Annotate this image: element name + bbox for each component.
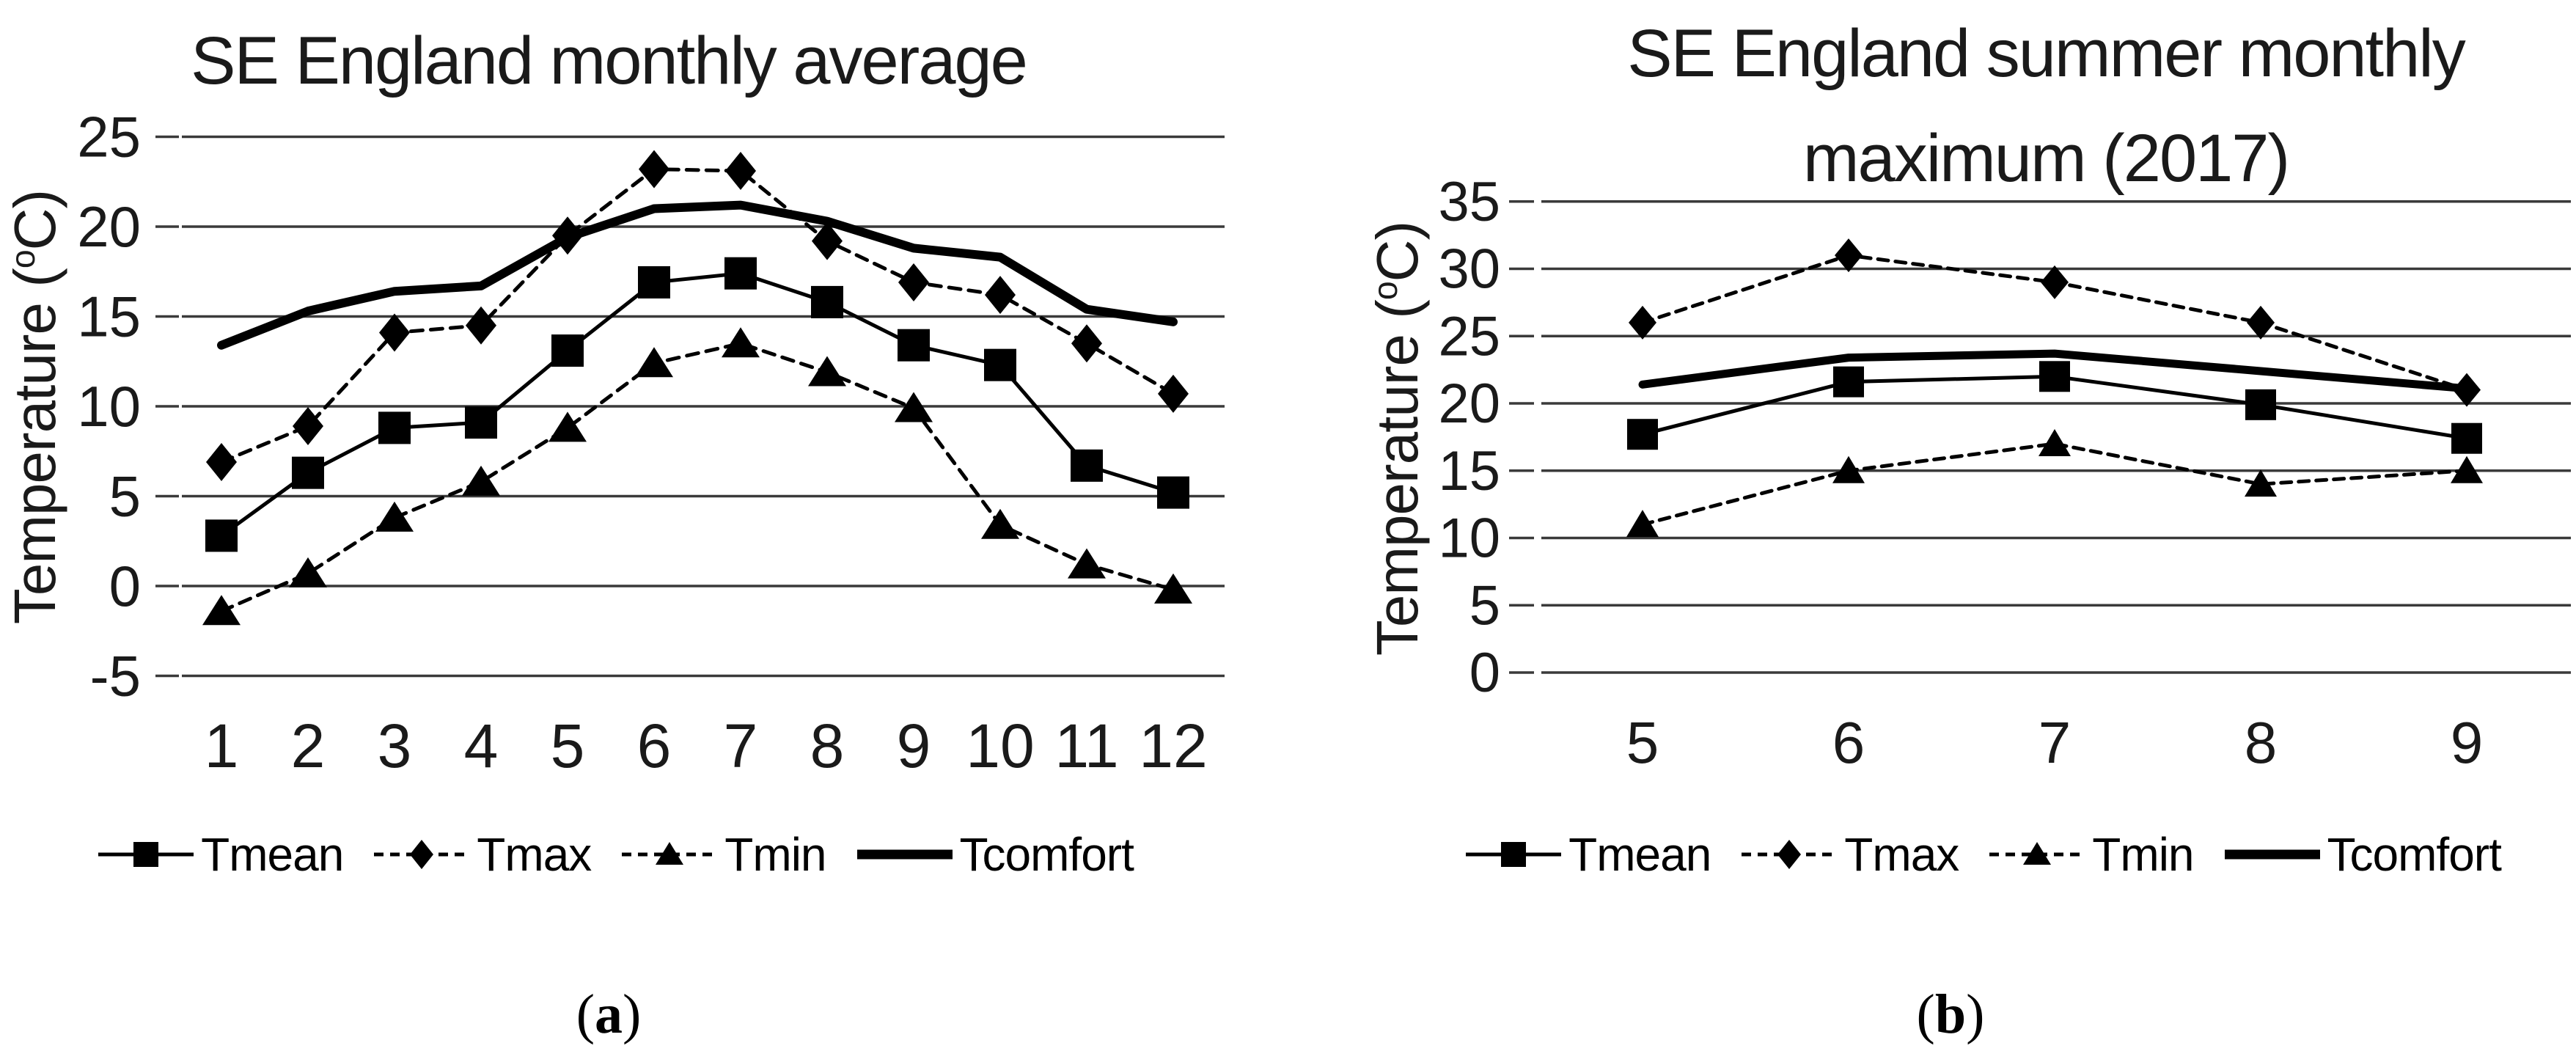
y-tick-label: 35	[1438, 171, 1500, 233]
series-line-tmax-a	[219, 167, 1175, 464]
x-tick-label: 1	[205, 711, 239, 780]
caption-a: (a)	[576, 984, 642, 1045]
y-tick-label: 0	[109, 554, 141, 618]
legend-label: Tmean	[201, 828, 344, 881]
caption-letter: b	[1934, 984, 1967, 1045]
x-tick-label: 8	[2245, 710, 2278, 775]
series-line-tmin-a	[219, 341, 1175, 613]
x-tick-label: 6	[637, 711, 672, 780]
chart-a-legend: Tmean Tmax Tmin Tcomfort	[66, 821, 1166, 887]
y-tick-label: 10	[77, 374, 141, 439]
x-tick-label: 9	[897, 711, 931, 780]
caption-letter: a	[595, 984, 623, 1045]
legend-item-tcomfort: Tcomfort	[856, 827, 1134, 882]
series-markers-tmax-a	[206, 150, 1189, 481]
y-tick-label: 30	[1438, 238, 1500, 301]
legend-marker-tmax-icon	[1742, 840, 1838, 869]
legend-label: Tmax	[1844, 828, 1959, 881]
y-tick-labels-a: 25 20 15 10 5 0 -5	[77, 105, 141, 708]
y-tick-label: 0	[1469, 642, 1500, 704]
series-markers-tmean-b	[1627, 361, 2482, 454]
y-ticks-a	[155, 135, 179, 678]
x-tick-label: 8	[810, 711, 845, 780]
y-tick-label: 10	[1438, 508, 1500, 570]
x-tick-label: 10	[966, 711, 1034, 780]
chart-b-title-line2: maximum (2017)	[1802, 120, 2290, 196]
series-line-tcomfort-a	[217, 200, 1178, 350]
legend-marker-tmax-icon	[374, 840, 470, 869]
y-tick-label: 5	[1469, 574, 1500, 637]
legend-label: Tcomfort	[959, 828, 1134, 881]
legend-item-tmax: Tmax	[374, 827, 592, 882]
y-tick-label: 15	[1438, 440, 1500, 502]
series-line-tcomfort-b	[1638, 349, 2471, 393]
x-tick-label: 7	[724, 711, 758, 780]
legend-label: Tmin	[724, 828, 826, 881]
y-tick-label: -5	[90, 644, 141, 708]
legend-label: Tmean	[1568, 828, 1711, 881]
ylabel-a-suffix: C)	[2, 189, 67, 251]
x-tick-label: 5	[551, 711, 585, 780]
chart-b-y-axis-label: Temperature (oC)	[1364, 72, 1431, 805]
x-tick-labels-b: 5 6 7 8 9	[1626, 710, 2484, 775]
chart-b-legend: Tmean Tmax Tmin Tcomfort	[1393, 821, 2574, 887]
legend-marker-tcomfort-icon	[2224, 849, 2320, 860]
x-tick-labels-a: 1 2 3 4 5 6 7 8 9 10 11 12	[205, 711, 1208, 780]
chart-a-title: SE England monthly average	[191, 23, 1028, 98]
gridlines-a	[182, 135, 1225, 678]
series-markers-tmin-b	[1626, 429, 2483, 538]
y-tick-label: 5	[109, 464, 141, 529]
legend-item-tcomfort: Tcomfort	[2224, 827, 2502, 882]
x-tick-label: 6	[1832, 710, 1865, 775]
y-tick-label: 15	[77, 285, 141, 349]
x-tick-label: 9	[2451, 710, 2484, 775]
legend-item-tmin: Tmin	[622, 827, 827, 882]
legend-marker-tmin-icon	[622, 842, 718, 865]
gridlines-b	[1541, 200, 2571, 674]
legend-item-tmax: Tmax	[1742, 827, 1959, 882]
legend-label: Tmin	[2092, 828, 2194, 881]
ylabel-b-prefix: Temperature (	[1365, 300, 1430, 656]
legend-item-tmean: Tmean	[98, 827, 344, 882]
legend-marker-tmean-icon	[98, 842, 194, 867]
series-markers-tmax-b	[1629, 238, 2481, 407]
legend-label: Tmax	[477, 828, 592, 881]
y-tick-label: 20	[77, 194, 141, 259]
legend-marker-tmin-icon	[1989, 842, 2085, 865]
legend-marker-tmean-icon	[1466, 842, 1562, 867]
chart-b-title: SE England summer monthly maximum (2017)	[1525, 1, 2566, 210]
x-tick-label: 3	[378, 711, 412, 780]
x-tick-label: 11	[1054, 711, 1118, 780]
ylabel-a-degree: o	[4, 250, 42, 269]
y-ticks-b	[1509, 200, 1534, 674]
legend-item-tmin: Tmin	[1989, 827, 2195, 882]
x-tick-label: 5	[1626, 710, 1659, 775]
y-tick-label: 20	[1438, 373, 1500, 435]
series-markers-tmean-a	[205, 257, 1189, 552]
ylabel-b-suffix: C)	[1365, 221, 1430, 282]
x-tick-label: 4	[464, 711, 499, 780]
series-markers-tmin-a	[202, 327, 1192, 626]
x-tick-label: 2	[291, 711, 326, 780]
x-tick-label: 7	[2039, 710, 2072, 775]
chart-a-y-axis-label: Temperature (oC)	[1, 40, 69, 774]
legend-item-tmean: Tmean	[1466, 827, 1711, 882]
ylabel-b-degree: o	[1366, 282, 1404, 301]
ylabel-a-prefix: Temperature (	[2, 268, 67, 625]
y-tick-label: 25	[1438, 305, 1500, 367]
legend-marker-tcomfort-icon	[856, 849, 953, 860]
legend-label: Tcomfort	[2327, 828, 2502, 881]
chart-b-title-line1: SE England summer monthly	[1627, 16, 2465, 91]
y-tick-label: 25	[77, 105, 141, 169]
caption-b: (b)	[1916, 984, 1985, 1045]
x-tick-label: 12	[1139, 711, 1207, 780]
